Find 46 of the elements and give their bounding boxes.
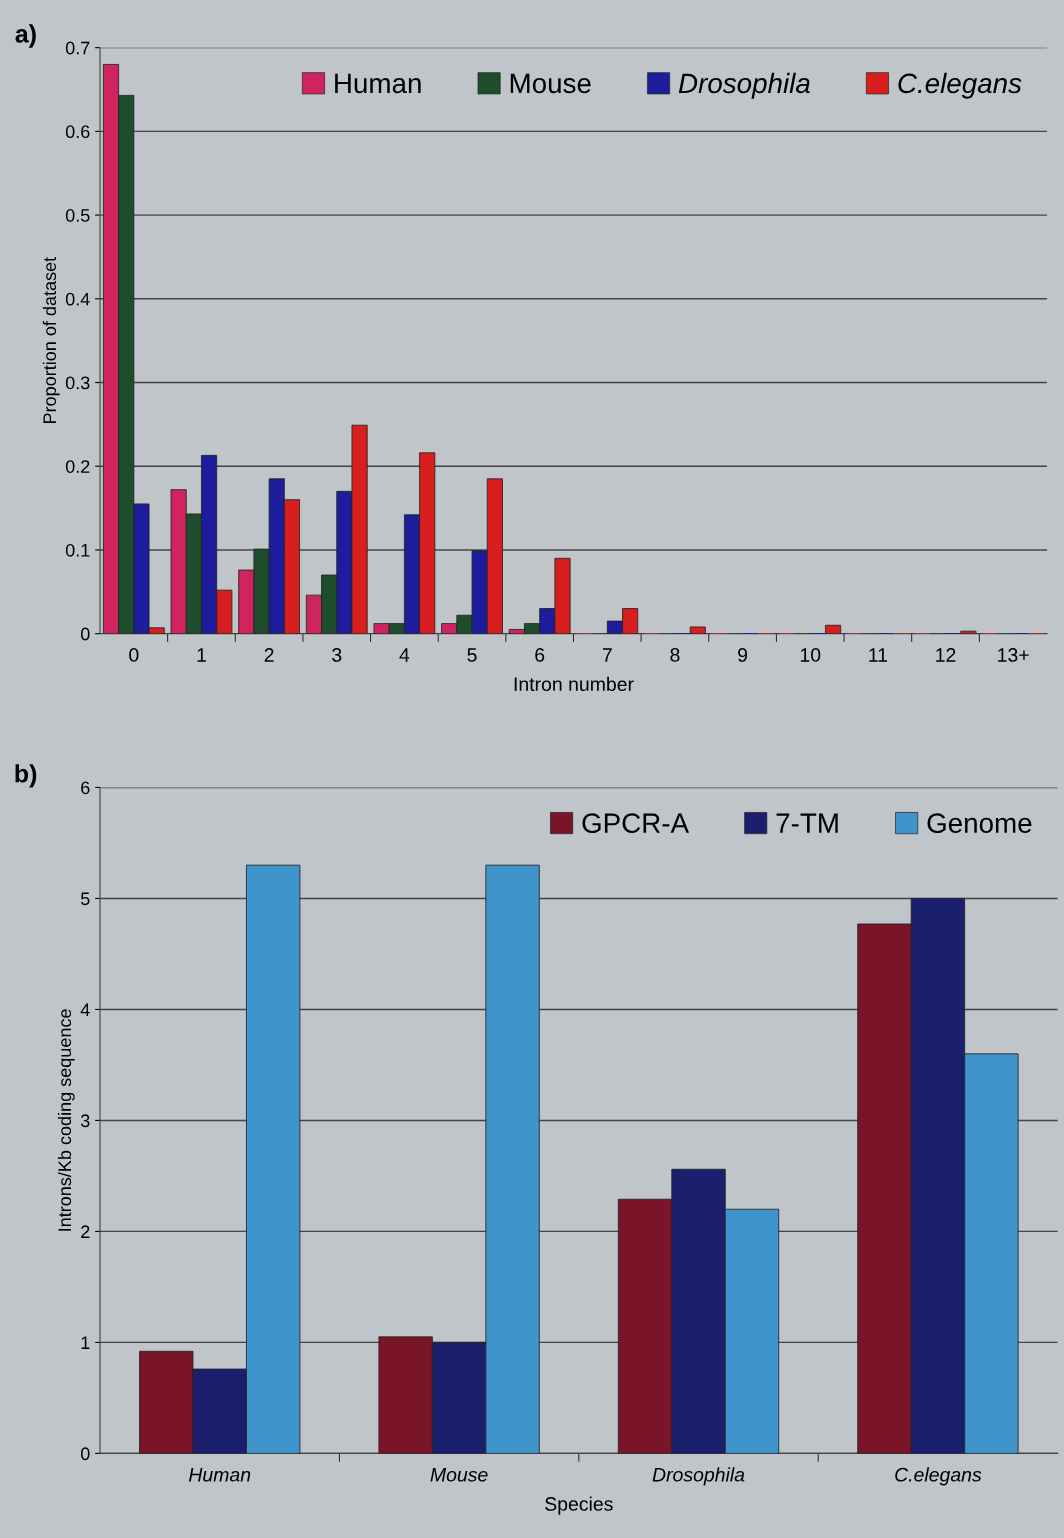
y-tick-label: 0 [80, 1447, 90, 1461]
chart-title: b) [15, 764, 37, 788]
y-tick-label: 0.5 [65, 209, 90, 222]
legend-label: Human [335, 73, 421, 94]
legend-label: GPCR-A [582, 813, 689, 834]
y-tick-label: 0 [80, 627, 90, 641]
x-tick-label: 13+ [998, 648, 1029, 662]
x-tick-label: 2 [264, 648, 274, 662]
y-axis-title: Introns/Kb coding sequence [57, 1009, 75, 1231]
legend-label: Drosophila [678, 72, 810, 99]
legend-label: Mouse [510, 73, 591, 94]
y-tick-label: 0.7 [65, 41, 90, 55]
x-tick-label: 7 [602, 648, 612, 662]
x-tick-label: Mouse [430, 1468, 488, 1482]
legend-label: 7-TM [776, 813, 838, 833]
x-tick-label: Human [188, 1468, 251, 1482]
x-axis-title: Species [545, 1496, 613, 1515]
y-tick-label: 4 [80, 1003, 90, 1016]
legend-label: C.elegans [898, 72, 1022, 99]
x-tick-label: 11 [869, 648, 888, 662]
x-tick-label: 5 [467, 648, 477, 662]
x-tick-label: Drosophila [652, 1467, 745, 1486]
y-tick-label: 6 [81, 781, 90, 795]
y-tick-label: 0.2 [65, 460, 90, 473]
x-tick-label: 3 [332, 648, 342, 662]
legend-label: Genome [927, 813, 1032, 834]
chart-title: a) [15, 24, 36, 48]
x-tick-label: 8 [670, 648, 680, 662]
x-tick-label: 12 [936, 648, 956, 662]
x-tick-label: 9 [738, 648, 748, 662]
x-tick-label: 4 [399, 648, 410, 662]
x-tick-label: C.elegans [895, 1467, 982, 1486]
x-tick-label: 0 [129, 648, 139, 662]
x-tick-label: 10 [800, 648, 821, 662]
x-axis-title: Intron number [514, 676, 634, 692]
y-tick-label: 0.4 [65, 292, 90, 306]
y-tick-label: 5 [80, 892, 90, 906]
y-tick-label: 0.3 [65, 376, 90, 390]
y-tick-label: 1 [81, 1336, 90, 1349]
y-tick-label: 3 [80, 1114, 90, 1128]
y-tick-label: 2 [81, 1225, 90, 1238]
x-tick-label: 6 [535, 648, 545, 662]
x-tick-label: 1 [197, 648, 206, 662]
y-tick-label: 0.6 [65, 125, 90, 139]
y-axis-title: Proportion of dataset [42, 256, 60, 423]
y-tick-label: 0.1 [65, 543, 90, 557]
